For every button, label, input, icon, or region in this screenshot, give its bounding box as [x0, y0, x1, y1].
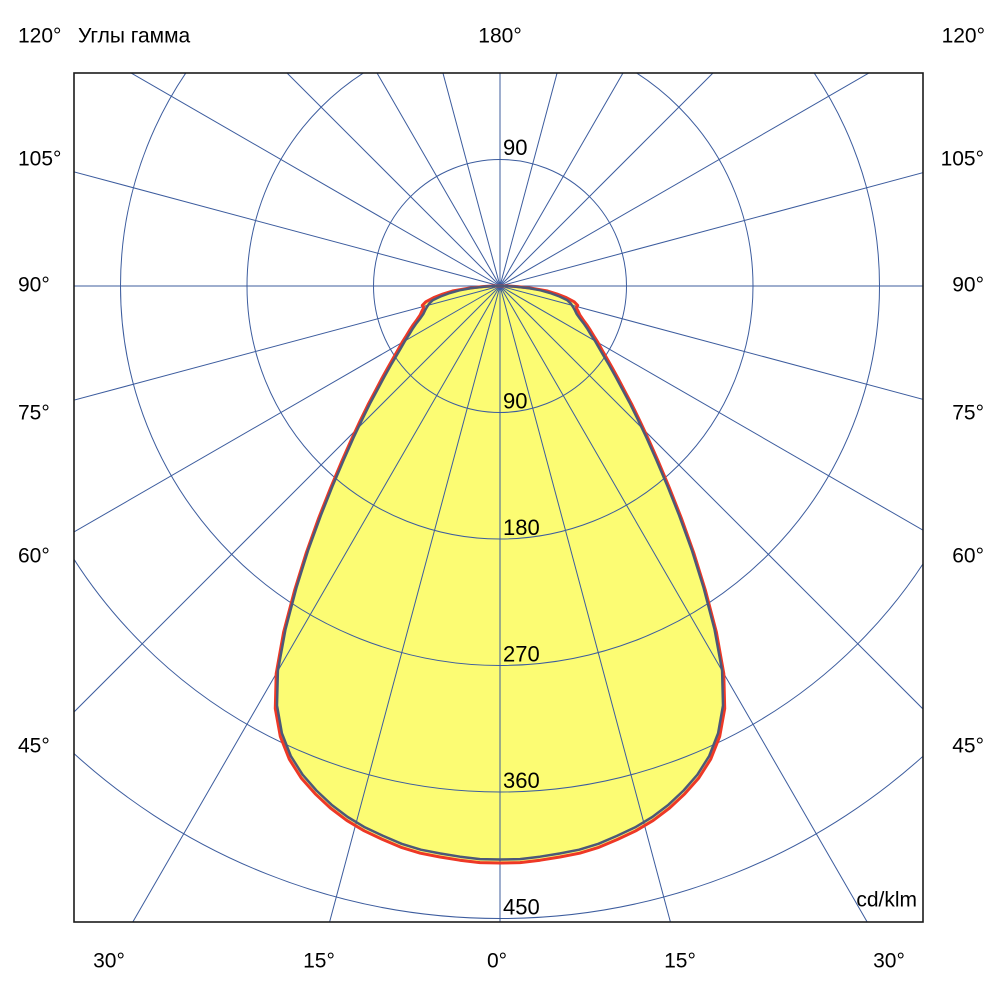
ring-label-270: 270: [503, 642, 540, 667]
gamma-label-bottom-right-15: 15°: [664, 949, 696, 973]
gamma-line-30: [499, 285, 868, 922]
gamma-line-60: [499, 285, 923, 531]
gamma-line-255: [74, 171, 501, 287]
gamma-label-bottom-right-30: 30°: [873, 949, 905, 973]
gamma-label-left-90: 90°: [18, 273, 50, 297]
gamma-line-135: [499, 73, 714, 287]
gamma-line-300: [74, 285, 501, 533]
gamma-label-top-left-120: 120°: [18, 24, 62, 48]
ring-label-450: 450: [503, 895, 540, 920]
ring-label-360: 360: [503, 768, 540, 793]
gamma-label-left-105: 105°: [18, 147, 62, 171]
gamma-line-195: [442, 73, 501, 287]
ring-label-above-center: 90: [503, 135, 527, 160]
gamma-label-right-60: 60°: [952, 544, 984, 568]
curve-c0-c180: [273, 284, 727, 865]
gamma-label-right-45: 45°: [952, 734, 984, 758]
gamma-line-120: [499, 73, 870, 287]
gamma-line-45: [499, 285, 923, 710]
gamma-label-left-60: 60°: [18, 544, 50, 568]
gamma-label-left-75: 75°: [18, 401, 50, 425]
gamma-line-240: [130, 73, 501, 287]
gamma-line-75: [499, 285, 923, 400]
plot-border: [73, 72, 924, 923]
gamma-label-top-180: 180°: [478, 24, 522, 48]
gamma-line-150: [499, 73, 624, 287]
gamma-line-165: [499, 73, 558, 287]
radial-units-label: cd/klm: [856, 888, 917, 912]
gamma-line-330: [132, 285, 501, 922]
gamma-line-285: [74, 285, 501, 401]
ring-label-90: 90: [503, 389, 527, 414]
gamma-line-15: [499, 285, 671, 922]
curve-c90-c270: [275, 284, 725, 861]
ring-label-180: 180: [503, 515, 540, 540]
gamma-line-210: [376, 73, 501, 287]
gamma-label-bottom-0: 0°: [486, 949, 508, 973]
gamma-line-225: [286, 73, 501, 287]
gamma-line-345: [329, 285, 501, 922]
gamma-label-left-45: 45°: [18, 734, 50, 758]
gamma-label-top-right-120: 120°: [941, 24, 985, 48]
gamma-label-bottom-left-30: 30°: [93, 949, 125, 973]
chart-title: Углы гамма: [78, 24, 191, 48]
gamma-label-right-75: 75°: [952, 401, 984, 425]
gamma-label-right-105: 105°: [940, 147, 984, 171]
gamma-line-105: [499, 172, 923, 287]
gamma-label-right-90: 90°: [952, 273, 984, 297]
gamma-label-bottom-left-15: 15°: [303, 949, 335, 973]
gamma-line-315: [74, 285, 501, 713]
